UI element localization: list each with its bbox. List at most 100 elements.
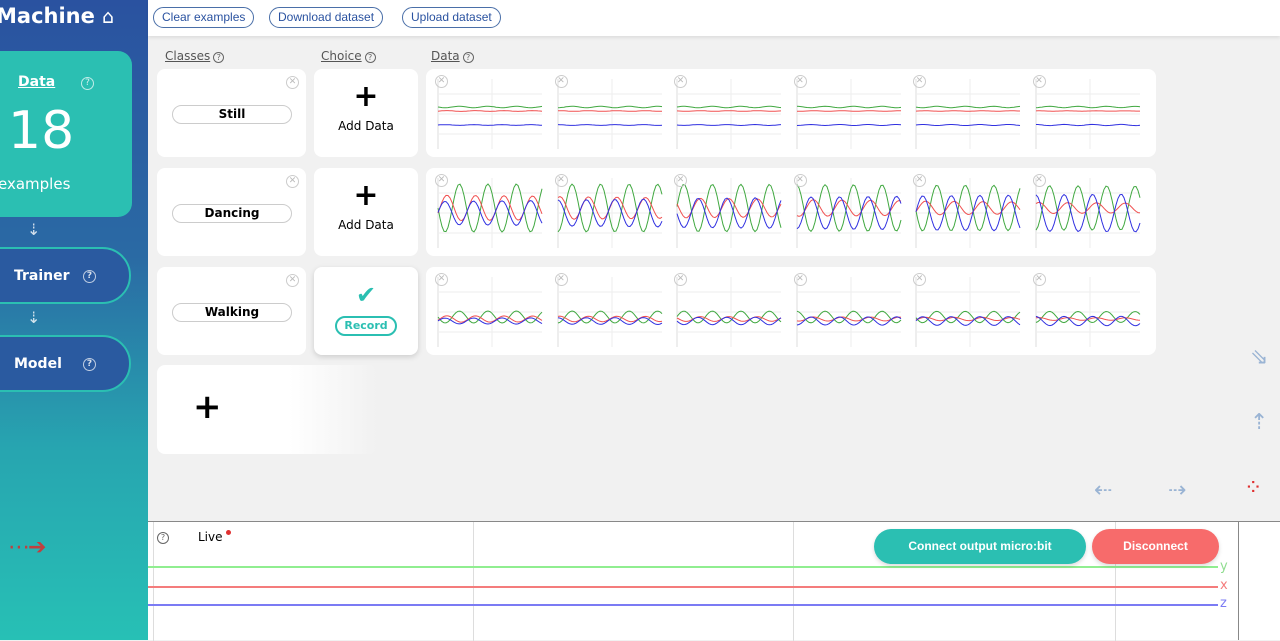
download-dataset-button[interactable]: Download dataset	[269, 7, 383, 28]
delete-sample-icon[interactable]: ✕	[555, 174, 568, 187]
sample[interactable]: ✕	[430, 267, 549, 355]
delete-class-icon[interactable]: ✕	[286, 76, 299, 89]
x-line	[148, 586, 1218, 588]
sample[interactable]: ✕	[669, 69, 788, 157]
delete-sample-icon[interactable]: ✕	[674, 273, 687, 286]
arrow-left-icon: ⇠	[1094, 478, 1110, 503]
sample[interactable]: ✕	[550, 267, 669, 355]
series-y	[916, 106, 1020, 107]
live-indicator	[226, 530, 231, 535]
sample[interactable]: ✕	[550, 168, 669, 256]
data-header[interactable]: Data?	[431, 49, 474, 63]
delete-sample-icon[interactable]: ✕	[674, 75, 687, 88]
sample[interactable]: ✕	[550, 69, 669, 157]
help-icon[interactable]: ?	[81, 77, 94, 90]
choice-card[interactable]: + Add Data	[314, 168, 418, 256]
series-x	[677, 111, 781, 112]
choice-card[interactable]: ✔ Record	[314, 267, 418, 355]
delete-class-icon[interactable]: ✕	[286, 274, 299, 287]
classes-header[interactable]: Classes?	[165, 49, 224, 63]
data-link[interactable]: Data	[18, 74, 55, 90]
sidebar-item-model[interactable]: Model ?	[0, 335, 131, 392]
delete-sample-icon[interactable]: ✕	[435, 273, 448, 286]
sample[interactable]: ✕	[789, 69, 908, 157]
series-z	[438, 125, 542, 126]
help-icon[interactable]: ?	[365, 52, 376, 63]
data-card: ✕ ✕ ✕ ✕ ✕ ✕	[426, 168, 1156, 256]
home-icon[interactable]: ⌂	[102, 6, 114, 28]
class-name-input[interactable]: Still	[172, 105, 292, 124]
check-icon: ✔	[314, 281, 418, 309]
plus-icon: +	[193, 387, 222, 427]
help-icon[interactable]: ?	[83, 358, 96, 371]
delete-sample-icon[interactable]: ✕	[1033, 174, 1046, 187]
delete-sample-icon[interactable]: ✕	[555, 273, 568, 286]
clear-examples-button[interactable]: Clear examples	[153, 7, 254, 28]
series-y	[1036, 186, 1140, 230]
series-z	[1036, 124, 1140, 125]
add-data-label: Add Data	[314, 218, 418, 232]
series-x	[797, 111, 901, 112]
plus-icon: +	[314, 178, 418, 213]
choice-card[interactable]: + Add Data	[314, 69, 418, 157]
sample[interactable]: ✕	[789, 267, 908, 355]
disconnect-button[interactable]: Disconnect	[1092, 529, 1219, 564]
help-icon[interactable]: ?	[213, 52, 224, 63]
help-icon[interactable]: ?	[157, 532, 169, 544]
series-y	[677, 106, 781, 107]
sample[interactable]: ✕	[430, 69, 549, 157]
delete-sample-icon[interactable]: ✕	[794, 273, 807, 286]
class-name-input[interactable]: Dancing	[172, 204, 292, 223]
delete-class-icon[interactable]: ✕	[286, 175, 299, 188]
delete-sample-icon[interactable]: ✕	[555, 75, 568, 88]
series-x	[438, 111, 542, 112]
add-class-button[interactable]: +	[157, 365, 377, 454]
series-y	[797, 106, 901, 107]
delete-sample-icon[interactable]: ✕	[674, 174, 687, 187]
arrow-right-icon: ⋯➔	[8, 535, 44, 560]
axis-label-x: x	[1220, 578, 1228, 593]
sample[interactable]: ✕	[669, 267, 788, 355]
sample[interactable]: ✕	[908, 69, 1027, 157]
series-y	[438, 311, 542, 323]
delete-sample-icon[interactable]: ✕	[1033, 75, 1046, 88]
sample[interactable]: ✕	[789, 168, 908, 256]
record-button[interactable]: Record	[335, 316, 397, 336]
sample[interactable]: ✕	[430, 168, 549, 256]
class-card: ✕ Dancing	[157, 168, 306, 256]
arrow-up-icon: ⇡	[1250, 410, 1266, 435]
delete-sample-icon[interactable]: ✕	[435, 174, 448, 187]
plus-icon: +	[314, 79, 418, 114]
delete-sample-icon[interactable]: ✕	[913, 75, 926, 88]
sample[interactable]: ✕	[1028, 69, 1147, 157]
sample[interactable]: ✕	[1028, 168, 1147, 256]
sidebar-item-trainer[interactable]: Trainer ?	[0, 247, 131, 304]
sample[interactable]: ✕	[1028, 267, 1147, 355]
axis-label-z: z	[1220, 596, 1227, 611]
delete-sample-icon[interactable]: ✕	[913, 273, 926, 286]
example-count: 18	[8, 101, 74, 161]
dots-icon: ⁘	[1244, 476, 1260, 501]
series-y	[558, 311, 662, 323]
connect-output-button[interactable]: Connect output micro:bit	[874, 529, 1086, 564]
sidebar-item-data[interactable]: Data ? 18 examples	[0, 51, 132, 217]
sample[interactable]: ✕	[908, 168, 1027, 256]
series-y	[1036, 106, 1140, 107]
delete-sample-icon[interactable]: ✕	[794, 75, 807, 88]
series-y	[438, 106, 542, 107]
help-icon[interactable]: ?	[463, 52, 474, 63]
delete-sample-icon[interactable]: ✕	[435, 75, 448, 88]
help-icon[interactable]: ?	[83, 270, 96, 283]
series-z	[677, 125, 781, 126]
series-z	[797, 125, 901, 126]
class-name-input[interactable]: Walking	[172, 303, 292, 322]
sample[interactable]: ✕	[669, 168, 788, 256]
choice-header[interactable]: Choice?	[321, 49, 376, 63]
delete-sample-icon[interactable]: ✕	[913, 174, 926, 187]
upload-dataset-button[interactable]: Upload dataset	[402, 7, 501, 28]
delete-sample-icon[interactable]: ✕	[794, 174, 807, 187]
sample[interactable]: ✕	[908, 267, 1027, 355]
model-label: Model	[14, 356, 62, 372]
delete-sample-icon[interactable]: ✕	[1033, 273, 1046, 286]
series-x	[797, 200, 901, 217]
